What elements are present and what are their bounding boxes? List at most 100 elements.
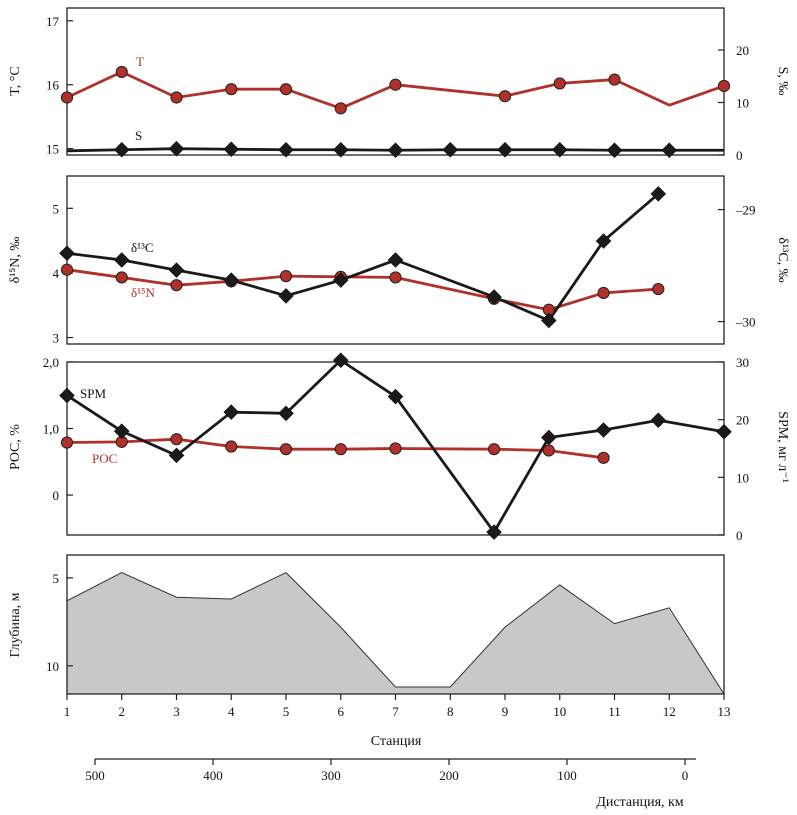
panel-2-right-axis: –30 –29 (718, 203, 756, 330)
panel-3-right-tick-label: 10 (736, 470, 749, 485)
panel-3-left-tick-label: 0 (53, 488, 60, 503)
series-line-poc (66, 437, 604, 460)
panel-3-right-axis-label: SPM, мг л⁻¹ (775, 411, 790, 483)
station-tick-label: 12 (663, 704, 676, 719)
data-point-poc (60, 436, 74, 449)
data-point-s (223, 141, 240, 157)
depth-profile (66, 571, 725, 695)
station-tick-label: 10 (553, 704, 566, 719)
panel-3-left-axis-label: POC, % (8, 424, 23, 470)
station-axis-label: Станция (371, 734, 422, 749)
station-tick-label: 8 (447, 704, 454, 719)
data-point-spm (332, 352, 349, 369)
data-point-n (279, 270, 293, 283)
data-point-spm (168, 447, 185, 464)
data-point-c (278, 288, 294, 304)
station-tick-label: 13 (718, 704, 731, 719)
data-point-s (113, 141, 130, 158)
data-point-t (115, 65, 128, 79)
distance-tick-label: 0 (682, 768, 689, 783)
panel-2-right-tick-label: –29 (735, 203, 756, 218)
distance-tick-label: 200 (439, 768, 459, 783)
panel-2-left-tick-label: 4 (53, 266, 60, 281)
panel-1-right-axis: 0 10 20 (718, 43, 749, 163)
series-line-spm (66, 358, 725, 534)
data-point-t (389, 78, 402, 91)
panel-poc-spm: 0 1,0 2,0 0 10 20 30 POC, % SPM, мг л⁻¹ SPM P… (8, 352, 790, 543)
data-point-n (597, 286, 610, 300)
data-point-t (608, 73, 621, 86)
station-tick-label: 3 (173, 704, 180, 719)
distance-axis: 500 400 300 200 100 0 Дистанция, км (85, 758, 696, 810)
panel-3-right-tick-label: 20 (736, 413, 749, 428)
panel-isotopes: 3 4 5 –30 –29 δ¹⁵N, ‰ δ¹³C, ‰ δ¹³C δ¹⁵N (8, 175, 790, 346)
data-point-poc (334, 443, 347, 456)
data-point-t (553, 77, 566, 90)
panel-3-left-axis: 0 1,0 2,0 (43, 355, 73, 503)
data-point-t (225, 83, 238, 96)
data-point-t (279, 83, 293, 96)
data-point-n (389, 271, 402, 284)
data-point-t (60, 91, 74, 104)
data-point-poc (170, 433, 183, 446)
series-line-t (66, 70, 725, 110)
data-point-c (332, 272, 349, 288)
panel-4-left-axis: 5 10 (46, 571, 73, 674)
label-S: S (135, 128, 142, 143)
data-point-c (223, 272, 240, 288)
data-point-spm (113, 423, 130, 439)
distance-tick-label: 300 (321, 768, 341, 783)
panel-2-right-axis-label: δ¹³C, ‰ (775, 237, 790, 282)
label-T: T (136, 54, 144, 69)
data-point-n (170, 279, 183, 292)
panel-2-left-tick-label: 3 (53, 331, 60, 346)
station-tick-label: 5 (283, 704, 290, 719)
data-point-c (59, 245, 75, 262)
data-point-s (168, 140, 185, 157)
panel-3-left-tick-label: 1,0 (43, 422, 59, 437)
data-point-s (606, 142, 623, 159)
data-point-t (334, 102, 347, 115)
panel-1-right-tick-label: 10 (736, 96, 749, 111)
data-point-spm (486, 524, 502, 540)
data-point-c (541, 312, 557, 329)
data-point-c (595, 233, 612, 249)
data-point-poc (225, 440, 238, 453)
data-point-poc (597, 451, 610, 464)
data-point-t (717, 79, 731, 93)
data-point-spm (595, 422, 612, 438)
data-point-spm (387, 388, 404, 405)
data-point-s (332, 141, 349, 158)
data-point-c (486, 289, 502, 305)
panel-3-series (59, 352, 732, 540)
panel-temperature-salinity: 15 16 17 0 10 20 T, °C S, ‰ T S (8, 7, 790, 163)
station-tick-label: 6 (338, 704, 345, 719)
label-SPM: SPM (80, 386, 106, 401)
panel-1-left-axis: 15 16 17 (46, 14, 73, 157)
panel-2-series (59, 186, 667, 329)
data-point-spm (278, 405, 294, 422)
panel-1-left-axis-label: T, °C (8, 66, 23, 95)
data-point-spm (541, 429, 557, 446)
panel-1-series (60, 65, 731, 159)
data-point-poc (279, 443, 293, 456)
data-point-spm (223, 404, 240, 420)
depth-area (66, 571, 725, 695)
data-point-spm (650, 412, 667, 429)
station-tick-label: 4 (228, 704, 235, 719)
data-point-s (442, 141, 459, 158)
panel-3-right-tick-label: 30 (736, 355, 749, 370)
panel-4-left-axis-label: Глубина, м (8, 592, 23, 657)
station-tick-label: 11 (608, 704, 621, 719)
data-point-s (661, 142, 678, 159)
distance-tick-label: 400 (203, 768, 223, 783)
data-point-s (497, 141, 513, 158)
data-point-c (168, 262, 185, 278)
data-point-s (551, 141, 568, 158)
panel-4-left-tick-label: 10 (46, 659, 59, 674)
series-line-c (66, 192, 660, 322)
station-tick-label: 9 (502, 704, 509, 719)
data-point-c (113, 252, 130, 268)
panel-depth: 510 1 2 3 4 5 6 7 8 9 10 11 12 13 Глубина, м Станция (8, 554, 731, 749)
